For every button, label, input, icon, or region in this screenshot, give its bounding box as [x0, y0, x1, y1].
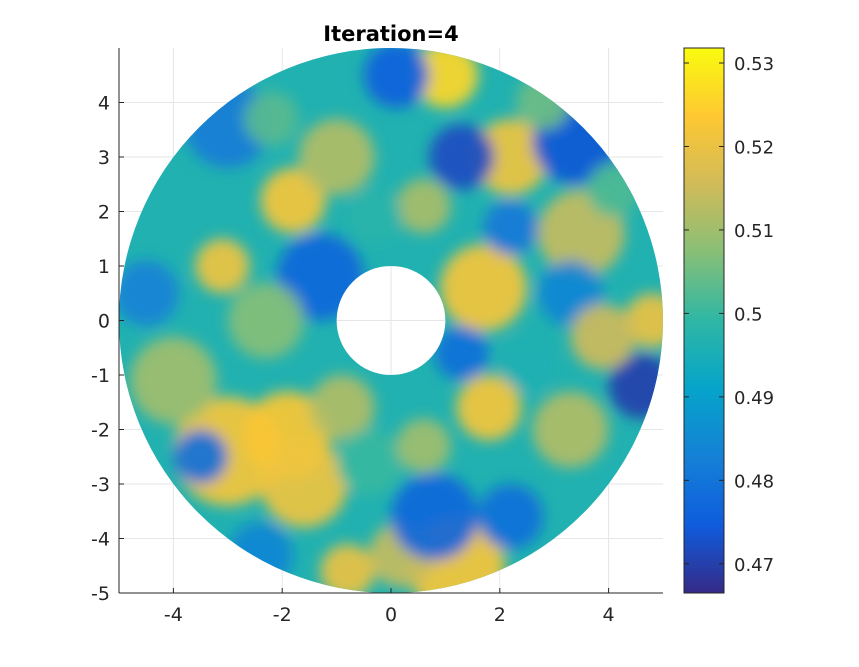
y-tick-label: -5: [91, 583, 110, 605]
field-blob: [227, 282, 304, 359]
x-tick-label: 2: [494, 604, 506, 626]
annulus-heatmap: [119, 47, 663, 593]
field-blob: [483, 200, 538, 256]
colorbar-gradient: [683, 47, 725, 594]
y-axis-ticks: 4 3 2 1 0 -1 -2 -3 -4 -5: [91, 93, 124, 605]
field-blob: [391, 473, 479, 561]
colorbar-tick-label: 0.51: [734, 221, 774, 242]
chart-title: Iteration=4: [323, 22, 458, 46]
y-tick-label: 1: [98, 256, 110, 278]
field-blob: [363, 47, 430, 108]
field-blob: [396, 418, 451, 474]
field-blob: [478, 484, 544, 550]
field-blob: [173, 429, 228, 484]
field-blob: [336, 429, 402, 495]
x-axis-ticks: -4 -2 0 2 4: [164, 588, 615, 626]
field-blob: [260, 167, 326, 234]
field-blob: [260, 440, 348, 528]
field-blob: [624, 293, 663, 348]
y-tick-label: 4: [98, 93, 110, 115]
field-blob: [499, 336, 555, 392]
y-tick-label: -1: [91, 365, 110, 387]
field-blob: [298, 118, 375, 196]
x-tick-label: 4: [603, 604, 615, 626]
colorbar-tick-label: 0.52: [734, 137, 774, 158]
field-variations: [119, 47, 663, 593]
y-tick-label: -4: [91, 529, 110, 551]
field-blob: [429, 124, 495, 190]
x-tick-label: -2: [273, 604, 292, 626]
colorbar-tick-label: 0.49: [734, 388, 774, 409]
field-blob: [412, 47, 479, 108]
y-tick-label: -3: [91, 474, 110, 496]
field-blob: [244, 91, 299, 147]
field-blob: [570, 304, 636, 370]
y-tick-label: 2: [98, 202, 110, 224]
colorbar-tick-label: 0.47: [734, 555, 774, 576]
field-blob: [472, 118, 549, 196]
field-blob: [586, 162, 642, 217]
colorbar-tick-label: 0.53: [734, 54, 774, 75]
field-blob: [434, 325, 489, 381]
field-blob: [347, 189, 402, 245]
colorbar-tick-label: 0.5: [734, 304, 763, 325]
field-blob: [195, 238, 250, 294]
field-blob: [532, 391, 609, 468]
y-tick-label: 0: [98, 311, 110, 333]
colorbar-ticks: 0.47 0.48 0.49 0.5 0.51 0.52 0.53: [684, 54, 774, 576]
field-blob: [227, 522, 294, 588]
field-blob: [119, 260, 179, 326]
y-tick-label: -2: [91, 420, 110, 442]
field-blob: [439, 244, 527, 332]
x-tick-label: -4: [164, 604, 183, 626]
field-blob: [129, 336, 217, 425]
colorbar-tick-label: 0.48: [734, 471, 774, 492]
x-tick-label: 0: [385, 604, 397, 626]
colorbar: 0.47 0.48 0.49 0.5 0.51 0.52 0.53: [683, 47, 774, 594]
field-blob: [320, 543, 375, 593]
field-blob: [396, 178, 451, 234]
y-tick-label: 3: [98, 147, 110, 169]
field-blob: [456, 375, 522, 441]
field-blob: [309, 375, 375, 441]
